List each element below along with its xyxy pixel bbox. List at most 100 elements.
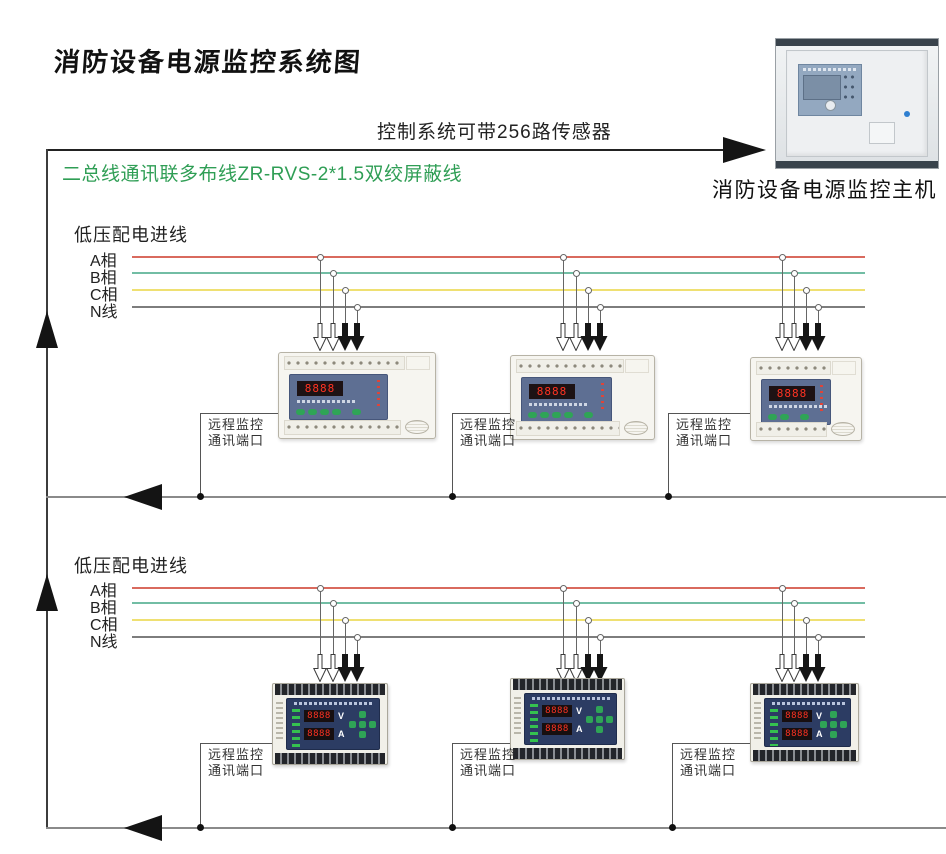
- comm-bus-line: [47, 149, 725, 151]
- arrow-right-icon: [723, 137, 766, 163]
- green-led-column: [292, 709, 300, 749]
- phase-tap: [798, 617, 814, 682]
- phase-tap: [580, 617, 596, 682]
- red-led-column: [820, 385, 824, 413]
- phase-tap: [580, 287, 596, 351]
- down-arrow-black-icon: [349, 323, 365, 351]
- cabinet-bottom-band: [776, 161, 938, 168]
- down-arrow-white-icon: [313, 654, 327, 682]
- phase-tap: [592, 304, 608, 351]
- left-trunk-line: [46, 149, 48, 828]
- keypad: [820, 711, 847, 738]
- cabinet-door: [786, 50, 928, 157]
- down-arrow-black-icon: [798, 654, 814, 682]
- bus-arrow-up-icon: [36, 311, 58, 348]
- phase-tap: [568, 270, 584, 351]
- down-arrow-black-icon: [580, 654, 596, 682]
- red-led-column: [376, 380, 380, 408]
- junction-dot: [197, 824, 204, 831]
- phase-tap: [786, 600, 802, 682]
- vent-lines: [514, 697, 521, 735]
- micro-text: [529, 403, 587, 406]
- button-grid: [843, 74, 858, 104]
- phase-tap: [810, 304, 826, 351]
- port-bracket-line: [672, 743, 750, 744]
- down-arrow-white-icon: [326, 323, 340, 351]
- current-display: 8888: [304, 728, 334, 740]
- voltage-current-sensor-module: 8888 V 8888 A: [510, 678, 625, 760]
- phase-line-a: [132, 256, 865, 258]
- power-monitor-module: 8888: [278, 352, 436, 439]
- remote-port-label: 远程监控 通讯端口: [208, 747, 265, 778]
- micro-text: [769, 405, 827, 408]
- seven-segment-display: 8888: [769, 386, 815, 401]
- terminal-tab: [625, 359, 649, 373]
- phase-label-a: A相: [90, 583, 117, 600]
- host-label: 消防设备电源监控主机: [712, 179, 937, 202]
- phase-tap: [810, 634, 826, 682]
- current-display: 8888: [782, 728, 812, 740]
- paper-slot: [869, 122, 895, 144]
- panel-header-text: [803, 68, 857, 71]
- phase-tap: [337, 617, 353, 682]
- terminal-block: [275, 753, 385, 764]
- terminal-block: [753, 684, 856, 695]
- phase-tap: [798, 287, 814, 351]
- down-arrow-black-icon: [810, 654, 826, 682]
- phase-label-n: N线: [90, 634, 118, 651]
- port-bracket-line: [668, 413, 750, 414]
- port-bracket-line: [452, 413, 510, 414]
- power-monitor-module: 8888: [510, 355, 655, 440]
- module-front-panel: 8888 V 8888 A: [286, 698, 380, 750]
- phase-label-c: C相: [90, 617, 118, 634]
- phase-label-a: A相: [90, 253, 117, 270]
- vent-icon: [405, 420, 429, 434]
- module-front-panel: 8888 V 8888 A: [764, 698, 851, 747]
- remote-port-label: 远程监控 通讯端口: [676, 417, 733, 448]
- down-arrow-black-icon: [337, 323, 353, 351]
- down-arrow-black-icon: [592, 323, 608, 351]
- phase-line-b: [132, 272, 865, 274]
- seven-segment-display: 8888: [529, 384, 575, 399]
- feeder-label: 低压配电进线: [74, 556, 188, 576]
- junction-dot: [449, 493, 456, 500]
- keypad: [349, 711, 376, 738]
- phase-tap: [337, 287, 353, 351]
- phase-label-b: B相: [90, 270, 117, 287]
- phase-tap: [325, 600, 341, 682]
- bus-arrow-left-icon: [124, 815, 162, 841]
- port-drop-line: [200, 413, 201, 497]
- terminal-tab: [406, 356, 430, 370]
- keypad: [586, 706, 613, 733]
- cabinet-top-band: [776, 39, 938, 46]
- down-arrow-white-icon: [326, 654, 340, 682]
- terminal-block: [513, 679, 622, 690]
- phase-tap: [568, 600, 584, 682]
- phase-tap: [325, 270, 341, 351]
- junction-dot: [449, 824, 456, 831]
- port-bracket-line: [200, 743, 272, 744]
- button-row: [528, 412, 593, 418]
- port-drop-line: [452, 743, 453, 828]
- down-arrow-black-icon: [337, 654, 353, 682]
- button-row: [768, 414, 809, 420]
- phase-label-c: C相: [90, 287, 118, 304]
- port-drop-line: [200, 743, 201, 828]
- phase-tap: [349, 304, 365, 351]
- vent-lines: [754, 702, 761, 740]
- down-arrow-black-icon: [798, 323, 814, 351]
- phase-tap: [312, 254, 328, 351]
- terminal-strip: [284, 356, 405, 370]
- down-arrow-white-icon: [569, 654, 583, 682]
- voltage-display: 8888: [542, 705, 572, 717]
- down-arrow-black-icon: [349, 654, 365, 682]
- micro-text: [772, 702, 845, 705]
- phase-tap: [312, 585, 328, 682]
- comm-return-bus: [46, 827, 946, 829]
- phase-tap: [774, 254, 790, 351]
- down-arrow-white-icon: [569, 323, 583, 351]
- module-front-panel: 8888: [289, 374, 388, 420]
- monitoring-host-unit: [775, 38, 939, 169]
- terminal-strip: [516, 421, 620, 436]
